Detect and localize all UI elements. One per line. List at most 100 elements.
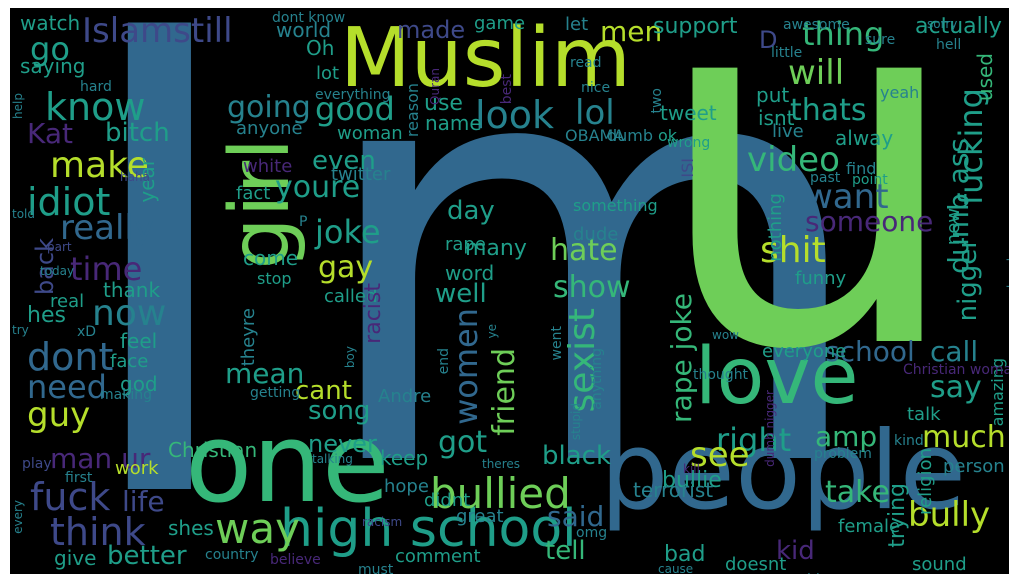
- cloud-word: school: [825, 335, 915, 368]
- cloud-word: let: [565, 14, 589, 35]
- cloud-word: work: [115, 458, 159, 479]
- cloud-word: real: [50, 291, 85, 312]
- cloud-word: OBAMA: [565, 126, 625, 145]
- cloud-word: better: [107, 541, 187, 571]
- cloud-word: lot: [316, 63, 340, 84]
- cloud-word: put: [756, 83, 790, 107]
- cloud-word: isnt: [758, 106, 795, 130]
- cloud-word: say: [930, 370, 982, 405]
- cloud-word: fact: [236, 183, 271, 204]
- cloud-word: u: [650, 8, 967, 459]
- cloud-word: well: [435, 279, 487, 309]
- cloud-word: go: [30, 30, 70, 68]
- cloud-word: Christian: [168, 438, 258, 462]
- cloud-word: something: [573, 196, 658, 215]
- cloud-word: religion: [915, 448, 936, 515]
- cloud-word: everyone: [762, 341, 847, 362]
- cloud-word: white: [243, 156, 293, 177]
- cloud-word: support: [653, 14, 738, 39]
- cloud-word: try: [12, 323, 29, 337]
- cloud-word: look: [475, 93, 555, 137]
- cloud-word: anything: [589, 348, 605, 410]
- cloud-word: terrorist: [633, 478, 714, 502]
- cloud-word: black: [542, 441, 612, 471]
- cloud-word: women: [447, 308, 485, 425]
- cloud-word: tweet: [660, 101, 717, 125]
- cloud-word: want: [805, 177, 889, 217]
- cloud-word: way: [215, 504, 300, 553]
- cloud-word: man ur: [50, 442, 151, 475]
- cloud-word: bully: [908, 495, 991, 535]
- cloud-word: funny: [795, 268, 847, 289]
- cloud-word: play: [22, 456, 52, 472]
- cloud-word: hes: [27, 303, 66, 328]
- cloud-word: kid: [776, 536, 815, 566]
- cloud-word: call: [930, 335, 979, 368]
- cloud-word: woman: [337, 123, 403, 144]
- cloud-word: haha: [120, 170, 150, 184]
- cloud-word: point: [852, 172, 888, 188]
- cloud-word: ok: [658, 126, 678, 145]
- cloud-word: racism: [362, 515, 403, 529]
- cloud-word: new: [943, 208, 964, 246]
- cloud-word: someone: [805, 205, 934, 238]
- cloud-word: Islamstill: [82, 11, 233, 51]
- cloud-word: kill: [683, 462, 700, 476]
- cloud-word: rape joke: [665, 293, 698, 423]
- cloud-word: idiot: [27, 180, 111, 224]
- cloud-word: men: [600, 15, 663, 48]
- cloud-word: omg: [576, 525, 608, 541]
- cloud-word: sound: [912, 554, 967, 574]
- cloud-word: country: [205, 547, 259, 563]
- cloud-word: song: [308, 396, 371, 426]
- cloud-word: cause: [658, 562, 694, 574]
- cloud-word: love: [695, 332, 859, 422]
- cloud-word: everything: [315, 87, 391, 103]
- cloud-word: joke: [315, 213, 381, 251]
- cloud-word: help: [11, 93, 25, 119]
- cloud-word: life: [122, 485, 165, 518]
- cloud-word: theres: [482, 457, 520, 471]
- cloud-word: problem: [814, 446, 872, 462]
- cloud-word: even: [312, 146, 376, 176]
- cloud-word: Oh: [306, 36, 335, 60]
- cloud-word: best: [499, 74, 515, 105]
- cloud-word: hard: [80, 79, 112, 95]
- cloud-word: world: [276, 18, 332, 42]
- cloud-word: hell: [936, 37, 962, 53]
- cloud-word: person: [943, 456, 1005, 477]
- cloud-word: show: [553, 270, 631, 305]
- cloud-word: talking: [312, 452, 353, 466]
- cloud-word: stop: [257, 269, 292, 288]
- cloud-word: much: [922, 420, 1006, 455]
- cloud-word: thats: [790, 93, 867, 128]
- cloud-word: must: [358, 562, 394, 574]
- cloud-word: game: [474, 13, 526, 34]
- cloud-word: two: [649, 88, 665, 114]
- cloud-word: believe: [270, 552, 321, 568]
- cloud-word: dude: [573, 224, 619, 245]
- cloud-word: never: [308, 430, 377, 458]
- cloud-word: dumb nigger: [763, 390, 777, 467]
- cloud-word: gay: [318, 250, 374, 285]
- cloud-word: face: [110, 351, 149, 372]
- cloud-word: right: [716, 421, 792, 459]
- cloud-word: sorry: [927, 17, 958, 31]
- cloud-word: ISI: [678, 158, 697, 178]
- cloud-word: name: [425, 111, 482, 135]
- cloud-word: saying: [20, 54, 86, 78]
- cloud-word: word: [445, 261, 495, 285]
- cloud-word: I: [65, 8, 254, 574]
- cloud-word: nice: [581, 80, 611, 96]
- cloud-word: actually: [915, 14, 1002, 39]
- cloud-word: lol: [575, 93, 615, 133]
- cloud-word: anyone: [236, 118, 303, 139]
- cloud-word: theyre: [238, 308, 259, 367]
- cloud-word: many: [465, 236, 527, 261]
- cloud-word: take: [825, 475, 890, 510]
- cloud-word: m: [310, 8, 875, 574]
- cloud-word: head: [1005, 258, 1009, 288]
- cloud-word: god: [120, 372, 158, 396]
- cloud-word: bitch: [105, 118, 170, 148]
- cloud-word: Quran: [428, 68, 442, 105]
